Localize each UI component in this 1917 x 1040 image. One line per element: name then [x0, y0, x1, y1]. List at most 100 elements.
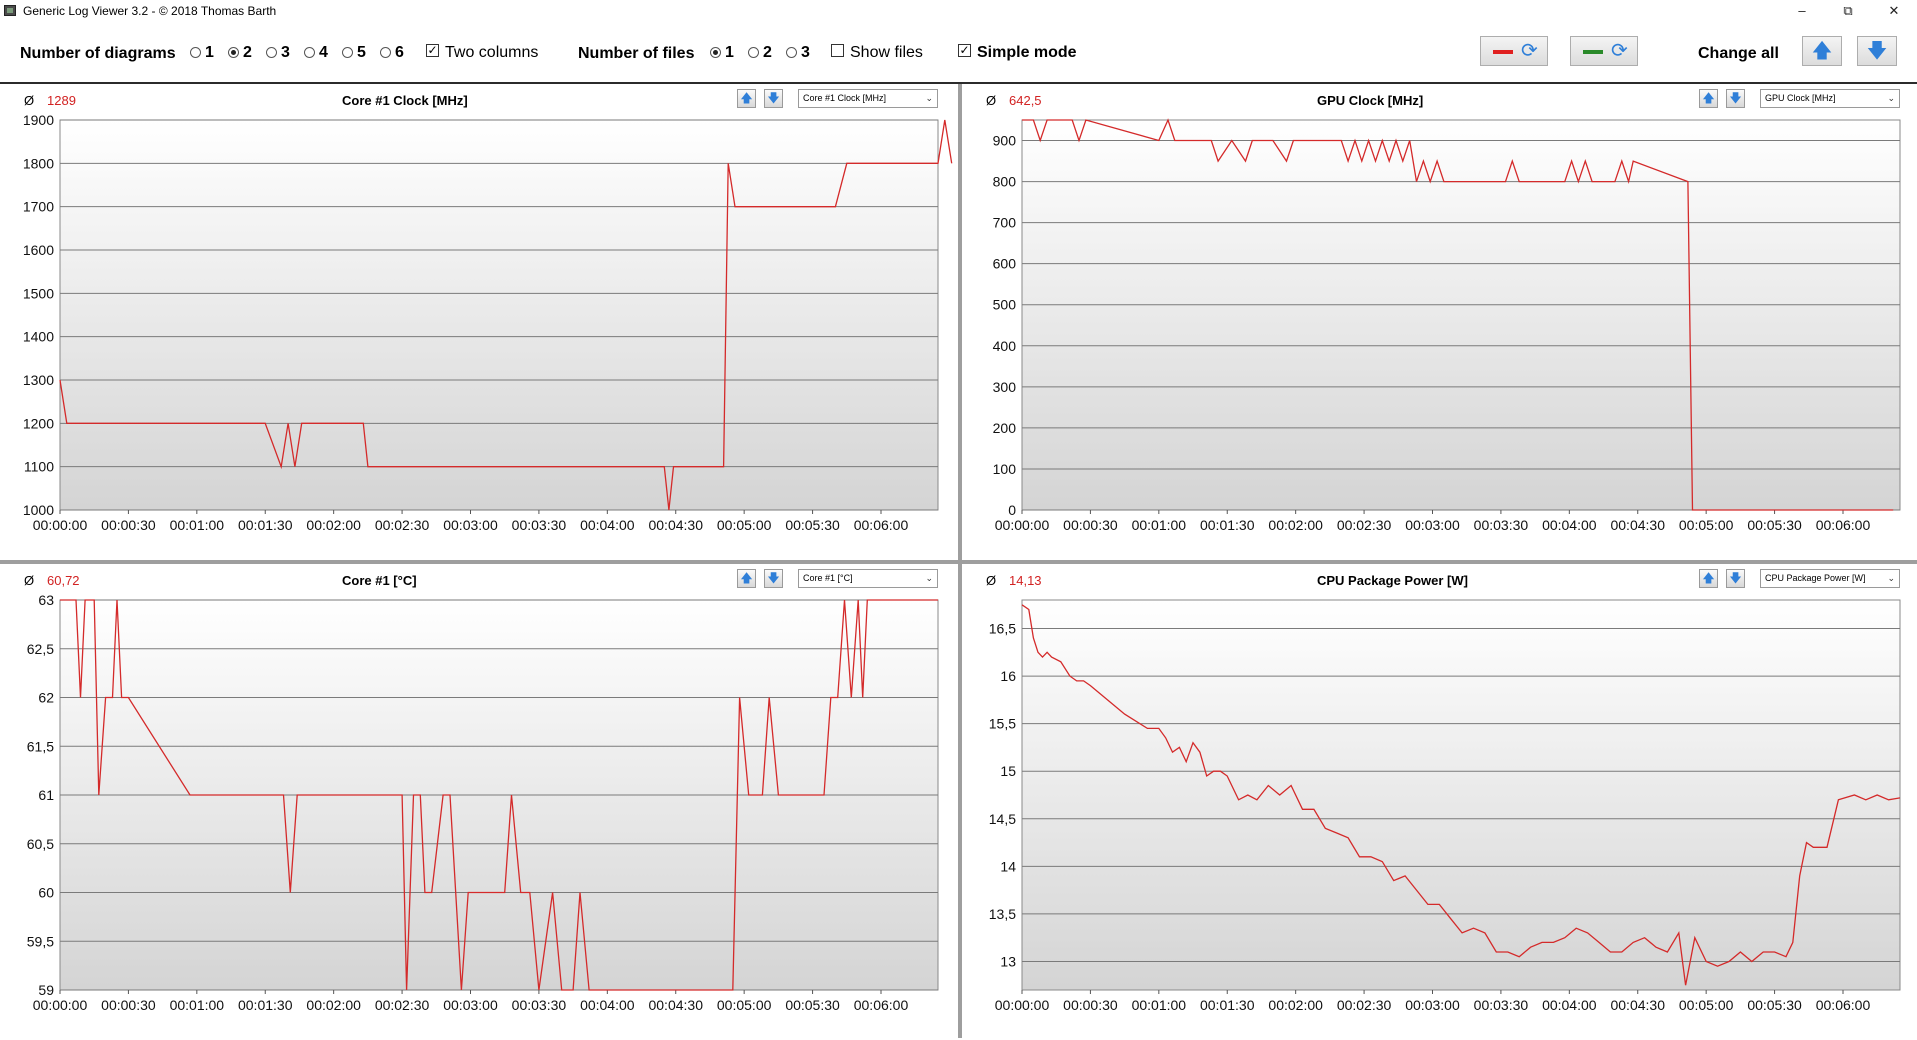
- y-tick-label: 1000: [23, 502, 54, 518]
- minimize-button[interactable]: –: [1798, 3, 1806, 18]
- x-tick-label: 00:03:30: [1474, 517, 1529, 533]
- arrow-up-icon: 🡅: [740, 91, 753, 105]
- file2-color-button[interactable]: ⟳: [1570, 36, 1638, 66]
- y-tick-label: 600: [993, 256, 1017, 272]
- file-count-radio-1[interactable]: [710, 47, 721, 58]
- move-all-down-button[interactable]: 🡇: [1857, 36, 1897, 66]
- window-title: Generic Log Viewer 3.2 - © 2018 Thomas B…: [23, 4, 277, 18]
- move-up-button[interactable]: 🡅: [737, 89, 756, 108]
- move-down-button[interactable]: 🡇: [764, 89, 783, 108]
- average-value: 642,5: [1009, 93, 1042, 108]
- y-tick-label: 800: [993, 174, 1017, 190]
- sensor-select[interactable]: CPU Package Power [W] ⌄: [1760, 569, 1900, 588]
- diagram-count-label-1: 1: [205, 44, 214, 61]
- simple-mode-label: Simple mode: [977, 44, 1077, 61]
- diagram-header: Ø 1289 Core #1 Clock [MHz] 🡅 🡇 Core #1 Clock …: [0, 84, 958, 114]
- x-tick-label: 00:03:00: [1405, 997, 1460, 1013]
- chevron-down-icon: ⌄: [925, 573, 933, 583]
- simple-mode-checkbox[interactable]: ✓: [958, 43, 971, 57]
- diagram-count-label-5: 5: [357, 44, 366, 61]
- y-tick-label: 15: [1000, 763, 1016, 779]
- line-chart[interactable]: 13 13,5 14 14,5 15 15,5 16 16,5 00:00:00 00:00:30…: [962, 592, 1917, 1038]
- x-tick-label: 00:01:30: [1200, 997, 1255, 1013]
- cycle-icon: ⟳: [1611, 40, 1628, 62]
- x-tick-label: 00:03:00: [1405, 517, 1460, 533]
- x-tick-label: 00:04:30: [1610, 997, 1665, 1013]
- y-tick-label: 61,5: [27, 738, 54, 754]
- move-all-up-button[interactable]: 🡅: [1802, 36, 1842, 66]
- diagram-count-radio-3[interactable]: [266, 47, 277, 58]
- x-tick-label: 00:06:00: [1816, 997, 1871, 1013]
- y-tick-label: 59,5: [27, 933, 54, 949]
- y-tick-label: 16: [1000, 668, 1016, 684]
- move-down-button[interactable]: 🡇: [1726, 89, 1745, 108]
- diagram-title: Core #1 Clock [MHz]: [342, 93, 468, 108]
- y-tick-label: 60: [38, 885, 54, 901]
- panel-divider-vertical[interactable]: [958, 84, 962, 1038]
- x-tick-label: 00:03:00: [443, 997, 498, 1013]
- two-columns-checkbox[interactable]: ✓: [426, 43, 439, 57]
- close-button[interactable]: ✕: [1888, 3, 1900, 18]
- move-down-button[interactable]: 🡇: [764, 569, 783, 588]
- x-tick-label: 00:00:00: [33, 517, 88, 533]
- x-tick-label: 00:04:00: [580, 997, 635, 1013]
- sensor-select-value: Core #1 Clock [MHz]: [803, 93, 887, 103]
- line-chart[interactable]: 59 59,5 60 60,5 61 61,5 62 62,5 63 00:00:00 00:00:…: [0, 592, 958, 1038]
- diagram-count-radio-4[interactable]: [304, 47, 315, 58]
- file-count-radio-2[interactable]: [748, 47, 759, 58]
- cycle-icon: ⟳: [1521, 40, 1538, 62]
- move-up-button[interactable]: 🡅: [1699, 89, 1718, 108]
- series-line: [59, 119, 953, 511]
- x-tick-label: 00:05:00: [1679, 997, 1734, 1013]
- x-tick-label: 00:00:30: [101, 997, 156, 1013]
- title-bar: Generic Log Viewer 3.2 - © 2018 Thomas B…: [0, 0, 1917, 22]
- x-tick-label: 00:01:30: [238, 997, 293, 1013]
- y-tick-label: 1900: [23, 112, 54, 128]
- sensor-select[interactable]: Core #1 Clock [MHz] ⌄: [798, 89, 938, 108]
- y-tick-label: 62: [38, 690, 54, 706]
- x-tick-label: 00:02:30: [1337, 517, 1392, 533]
- series-line: [60, 599, 938, 991]
- y-tick-label: 13: [1000, 953, 1016, 969]
- diagram-count-label-3: 3: [281, 44, 290, 61]
- x-tick-label: 00:00:00: [995, 517, 1050, 533]
- x-tick-label: 00:01:30: [238, 517, 293, 533]
- line-chart[interactable]: 1000 1100 1200 1300 1400 1500 1600 1700 1800 1900…: [0, 112, 958, 558]
- y-tick-label: 500: [993, 297, 1017, 313]
- diagram-count-radio-5[interactable]: [342, 47, 353, 58]
- y-tick-label: 100: [993, 461, 1017, 477]
- move-down-button[interactable]: 🡇: [1726, 569, 1745, 588]
- y-tick-label: 15,5: [989, 716, 1016, 732]
- x-tick-label: 00:04:30: [648, 517, 703, 533]
- move-up-button[interactable]: 🡅: [1699, 569, 1718, 588]
- x-tick-label: 00:05:00: [717, 997, 772, 1013]
- y-tick-label: 0: [1008, 502, 1016, 518]
- x-tick-label: 00:01:30: [1200, 517, 1255, 533]
- average-value: 14,13: [1009, 573, 1042, 588]
- y-tick-label: 700: [993, 215, 1017, 231]
- x-tick-label: 00:05:30: [785, 517, 840, 533]
- toolbar-divider: [0, 82, 1917, 84]
- y-tick-label: 62,5: [27, 641, 54, 657]
- sensor-select[interactable]: Core #1 [°C] ⌄: [798, 569, 938, 588]
- num-diagrams-label: Number of diagrams: [20, 45, 176, 62]
- diagram-count-radio-1[interactable]: [190, 47, 201, 58]
- show-files-checkbox[interactable]: [831, 44, 844, 57]
- move-up-button[interactable]: 🡅: [737, 569, 756, 588]
- y-tick-label: 63: [38, 592, 54, 608]
- x-tick-label: 00:05:00: [1679, 517, 1734, 533]
- file1-color-button[interactable]: ⟳: [1480, 36, 1548, 66]
- diagram-count-radio-6[interactable]: [380, 47, 391, 58]
- line-chart[interactable]: 0 100 200 300 400 500 600 700 800 900 00:00:00 00:0…: [962, 112, 1917, 558]
- x-tick-label: 00:03:30: [1474, 997, 1529, 1013]
- arrow-up-icon: 🡅: [1702, 91, 1715, 105]
- chevron-down-icon: ⌄: [925, 93, 933, 103]
- sensor-select[interactable]: GPU Clock [MHz] ⌄: [1760, 89, 1900, 108]
- diagram-count-label-4: 4: [319, 44, 328, 61]
- sensor-select-value: CPU Package Power [W]: [1765, 573, 1866, 583]
- file-count-radio-3[interactable]: [786, 47, 797, 58]
- y-tick-label: 14: [1000, 858, 1016, 874]
- diagram-count-radio-2[interactable]: [228, 47, 239, 58]
- x-tick-label: 00:04:30: [1610, 517, 1665, 533]
- maximize-button[interactable]: ⧉: [1843, 3, 1853, 18]
